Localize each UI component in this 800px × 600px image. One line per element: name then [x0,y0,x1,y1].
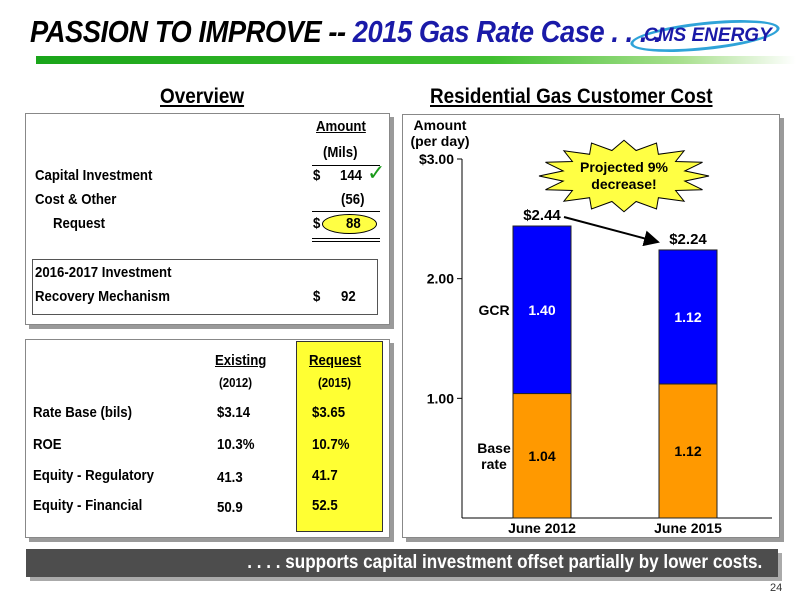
rate-base-label: Rate Base (bils) [33,404,133,421]
y-axis-label-line1: Amount [414,117,467,133]
x-category-label: June 2012 [508,520,576,536]
roe-existing: 10.3% [217,436,255,453]
callout-text-line2: decrease! [591,176,656,192]
gas-cost-chart: $3.00 2.00 1.00 Amount(per day) 1.04 1.40 $2.4… [410,117,772,536]
request-value: 88 [346,215,361,232]
cost-other-label: Cost & Other [35,191,117,208]
callout-text-line1: Projected 9% [580,159,668,175]
request-column-highlight [296,341,383,532]
capital-investment-currency: $ [313,167,321,184]
page-number: 24 [770,582,783,594]
roe-request: 10.7% [312,436,350,453]
title-underline-bar [36,56,796,64]
amount-header: Amount [316,118,366,135]
equity-financial-request: 52.5 [312,497,338,514]
request-header: Request [309,352,362,369]
equity-financial-existing: 50.9 [217,499,243,516]
equity-regulatory-existing: 41.3 [217,469,243,486]
capital-investment-label: Capital Investment [35,167,153,184]
mechanism-value: 92 [341,288,356,305]
bar-base-rate-0 [512,393,572,519]
legend-base-label-line2: rate [481,456,507,472]
y-tick-label: 2.00 [427,271,454,287]
page-title: PASSION TO IMPROVE -- 2015 Gas Rate Case… [30,14,662,50]
mechanism-label-line2: Recovery Mechanism [35,288,170,305]
equity-regulatory-label: Equity - Regulatory [33,467,155,484]
mechanism-box [32,259,378,315]
existing-header: Existing [215,352,267,369]
amount-header-rule [312,165,380,166]
request-currency: $ [313,215,321,232]
subtotal-rule [312,211,380,212]
rate-base-existing: $3.14 [217,404,251,421]
roe-label: ROE [33,436,62,453]
y-tick-label: $3.00 [419,151,454,167]
request-highlight-oval [322,214,377,234]
equity-financial-label: Equity - Financial [33,497,143,514]
bar-gcr-1 [658,249,718,385]
equity-regulatory-request: 41.7 [312,467,338,484]
title-part-1: PASSION TO IMPROVE -- [30,14,353,49]
x-category-label: June 2015 [654,520,722,536]
checkmark-icon: ✓ [367,160,386,185]
bar-gcr-0 [512,225,572,395]
total-rule-2 [312,241,380,242]
decrease-arrow [563,216,660,247]
bar-data-label: 1.40 [528,302,555,318]
request-year: (2015) [318,375,352,390]
cms-energy-logo: CMS ENERGY [628,14,782,58]
logo-text: CMS ENERGY [644,25,772,46]
chart-heading: Residential Gas Customer Cost [430,85,713,108]
existing-year: (2012) [219,375,253,390]
legend-gcr-label: GCR [478,302,509,318]
bar-total-label: $2.44 [523,207,561,224]
footer-bar: . . . . supports capital investment offs… [26,549,778,577]
title-part-2: 2015 Gas Rate Case . . . . [352,14,662,49]
cost-other-value: (56) [341,191,365,208]
capital-investment-value: 144 [340,167,363,184]
bar-base-rate-1 [658,383,718,519]
bar-data-label: 1.12 [674,443,701,459]
overview-heading: Overview [160,85,245,108]
y-tick-label: 1.00 [427,390,454,406]
footer-text: . . . . supports capital investment offs… [246,552,762,573]
mechanism-currency: $ [313,288,321,305]
request-label: Request [53,215,106,232]
legend-base-label-line1: Base [477,440,511,456]
bar-data-label: 1.04 [528,448,555,464]
rate-base-request: $3.65 [312,404,346,421]
mechanism-label-line1: 2016-2017 Investment [35,264,172,281]
bar-total-label: $2.24 [669,231,707,248]
total-rule-1 [312,238,380,239]
amount-unit: (Mils) [323,144,358,161]
y-axis-label-line2: (per day) [410,133,469,149]
bar-data-label: 1.12 [674,309,701,325]
title-area: PASSION TO IMPROVE -- 2015 Gas Rate Case… [8,10,798,64]
callout-starburst [538,139,710,213]
